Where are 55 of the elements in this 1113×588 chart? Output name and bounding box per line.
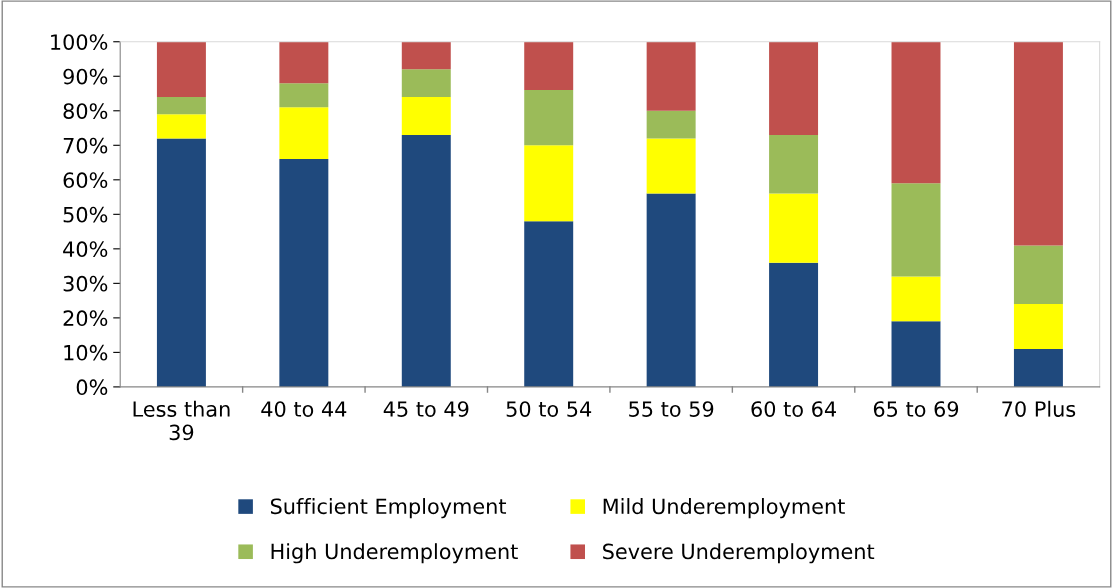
- bar: [1013, 348, 1063, 387]
- x-tick-label: Less than 39: [133, 400, 230, 441]
- legend-label: Severe Underemployment: [603, 543, 875, 564]
- y-tick-label: 60%: [63, 172, 108, 189]
- y-tick-label: 0%: [76, 379, 108, 396]
- bar: [156, 96, 206, 115]
- bar: [769, 193, 819, 263]
- bar: [279, 159, 329, 387]
- y-tick-label: 30%: [63, 275, 108, 292]
- legend-label: High Underemployment: [271, 543, 518, 564]
- bar: [156, 138, 206, 387]
- bar: [156, 41, 206, 97]
- bar: [646, 110, 696, 139]
- y-tick-label: 20%: [63, 310, 108, 327]
- bar: [891, 276, 941, 322]
- bar: [646, 193, 696, 387]
- bar: [156, 114, 206, 139]
- bar: [401, 134, 451, 387]
- y-tick-label: 10%: [64, 344, 108, 361]
- bar: [646, 138, 696, 194]
- legend-label: Sufficient Employment: [270, 498, 507, 519]
- x-tick-label: 45 to 49: [383, 401, 469, 417]
- bar: [769, 41, 819, 135]
- y-tick-label: 100%: [51, 34, 108, 50]
- bar: [279, 107, 329, 160]
- bar: [401, 41, 451, 70]
- bar: [524, 221, 574, 387]
- x-tick-label: 50 to 54: [506, 401, 592, 417]
- bar: [279, 83, 329, 108]
- bar: [1013, 41, 1063, 246]
- bar: [1013, 245, 1063, 305]
- bar: [891, 41, 941, 184]
- legend-label: Mild Underemployment: [603, 498, 845, 519]
- y-tick-label: 50%: [63, 206, 108, 223]
- bar: [769, 134, 819, 194]
- x-tick-label: 65 to 69: [873, 401, 959, 417]
- bar: [891, 321, 941, 387]
- bar: [524, 145, 574, 222]
- bar: [401, 69, 451, 97]
- x-tick-label: 60 to 64: [751, 401, 836, 417]
- x-tick-label: 70 Plus: [1002, 400, 1076, 417]
- y-tick-label: 70%: [63, 137, 108, 154]
- y-tick-label: 90%: [63, 68, 108, 85]
- bar: [401, 96, 451, 135]
- y-tick-label: 80%: [63, 103, 108, 119]
- bar: [524, 90, 574, 146]
- bar: [891, 183, 941, 277]
- x-tick-label: 40 to 44: [261, 401, 347, 417]
- bar: [1013, 304, 1063, 349]
- bar: [646, 41, 696, 111]
- bar: [279, 41, 329, 84]
- bar: [769, 262, 819, 387]
- bar: [524, 41, 574, 91]
- y-tick-label: 40%: [63, 241, 108, 258]
- x-tick-label: 55 to 59: [629, 401, 714, 417]
